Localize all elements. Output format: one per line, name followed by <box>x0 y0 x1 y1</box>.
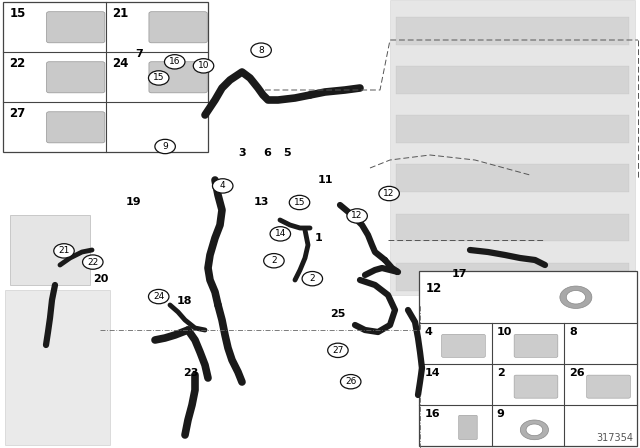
Circle shape <box>148 289 169 304</box>
Text: 8: 8 <box>570 327 577 337</box>
Text: 22: 22 <box>87 258 99 267</box>
Circle shape <box>264 254 284 268</box>
Circle shape <box>193 59 214 73</box>
FancyBboxPatch shape <box>396 17 628 45</box>
Text: 23: 23 <box>183 368 198 378</box>
FancyBboxPatch shape <box>396 66 628 94</box>
Text: 15: 15 <box>10 7 26 20</box>
Circle shape <box>270 227 291 241</box>
Wedge shape <box>560 286 592 308</box>
Circle shape <box>302 271 323 286</box>
Text: 12: 12 <box>426 282 442 295</box>
Text: 18: 18 <box>177 296 192 306</box>
Circle shape <box>164 55 185 69</box>
FancyBboxPatch shape <box>149 12 207 43</box>
Text: 12: 12 <box>351 211 363 220</box>
FancyBboxPatch shape <box>459 415 477 439</box>
Text: 17: 17 <box>452 269 467 279</box>
Text: 1: 1 <box>315 233 323 243</box>
FancyBboxPatch shape <box>5 290 110 445</box>
Text: 14: 14 <box>424 368 440 378</box>
Text: 22: 22 <box>10 57 26 70</box>
Text: 27: 27 <box>10 107 26 120</box>
Text: 19: 19 <box>125 198 141 207</box>
Text: 15: 15 <box>153 73 164 82</box>
Text: 5: 5 <box>283 148 291 158</box>
FancyBboxPatch shape <box>3 2 208 152</box>
Text: 15: 15 <box>294 198 305 207</box>
Text: 2: 2 <box>271 256 276 265</box>
Circle shape <box>212 179 233 193</box>
FancyBboxPatch shape <box>47 12 105 43</box>
Text: 24: 24 <box>153 292 164 301</box>
Text: 9: 9 <box>497 409 505 419</box>
Text: 317354: 317354 <box>596 433 634 443</box>
Text: 27: 27 <box>332 346 344 355</box>
Circle shape <box>148 71 169 85</box>
FancyBboxPatch shape <box>587 375 630 398</box>
Circle shape <box>155 139 175 154</box>
FancyBboxPatch shape <box>514 334 558 358</box>
Text: 8: 8 <box>259 46 264 55</box>
Text: 20: 20 <box>93 274 109 284</box>
FancyBboxPatch shape <box>419 271 637 446</box>
FancyBboxPatch shape <box>514 375 558 398</box>
Text: 10: 10 <box>198 61 209 70</box>
Text: 21: 21 <box>58 246 70 255</box>
FancyBboxPatch shape <box>396 214 628 241</box>
Text: 26: 26 <box>570 368 585 378</box>
Circle shape <box>328 343 348 358</box>
Circle shape <box>379 186 399 201</box>
Text: 12: 12 <box>383 189 395 198</box>
Circle shape <box>289 195 310 210</box>
Wedge shape <box>520 420 548 440</box>
Text: 16: 16 <box>169 57 180 66</box>
Text: 13: 13 <box>253 198 269 207</box>
Text: 3: 3 <box>238 148 246 158</box>
Circle shape <box>54 244 74 258</box>
Text: 21: 21 <box>112 7 128 20</box>
FancyBboxPatch shape <box>442 334 485 358</box>
FancyBboxPatch shape <box>149 62 207 93</box>
Text: 16: 16 <box>424 409 440 419</box>
Circle shape <box>83 255 103 269</box>
Circle shape <box>347 209 367 223</box>
Text: 4: 4 <box>220 181 225 190</box>
FancyBboxPatch shape <box>390 0 635 295</box>
FancyBboxPatch shape <box>396 263 628 290</box>
Text: 7: 7 <box>136 49 143 59</box>
Text: 11: 11 <box>317 175 333 185</box>
Text: 25: 25 <box>330 310 346 319</box>
Text: 2: 2 <box>497 368 504 378</box>
Text: 14: 14 <box>275 229 286 238</box>
FancyBboxPatch shape <box>396 164 628 192</box>
FancyBboxPatch shape <box>10 215 90 285</box>
Text: 26: 26 <box>345 377 356 386</box>
FancyBboxPatch shape <box>47 62 105 93</box>
Text: 9: 9 <box>163 142 168 151</box>
Text: 10: 10 <box>497 327 512 337</box>
Text: 4: 4 <box>424 327 432 337</box>
FancyBboxPatch shape <box>396 115 628 143</box>
Circle shape <box>251 43 271 57</box>
Text: 6: 6 <box>264 148 271 158</box>
Circle shape <box>340 375 361 389</box>
Text: 2: 2 <box>310 274 315 283</box>
Text: 24: 24 <box>112 57 129 70</box>
FancyBboxPatch shape <box>47 112 105 143</box>
